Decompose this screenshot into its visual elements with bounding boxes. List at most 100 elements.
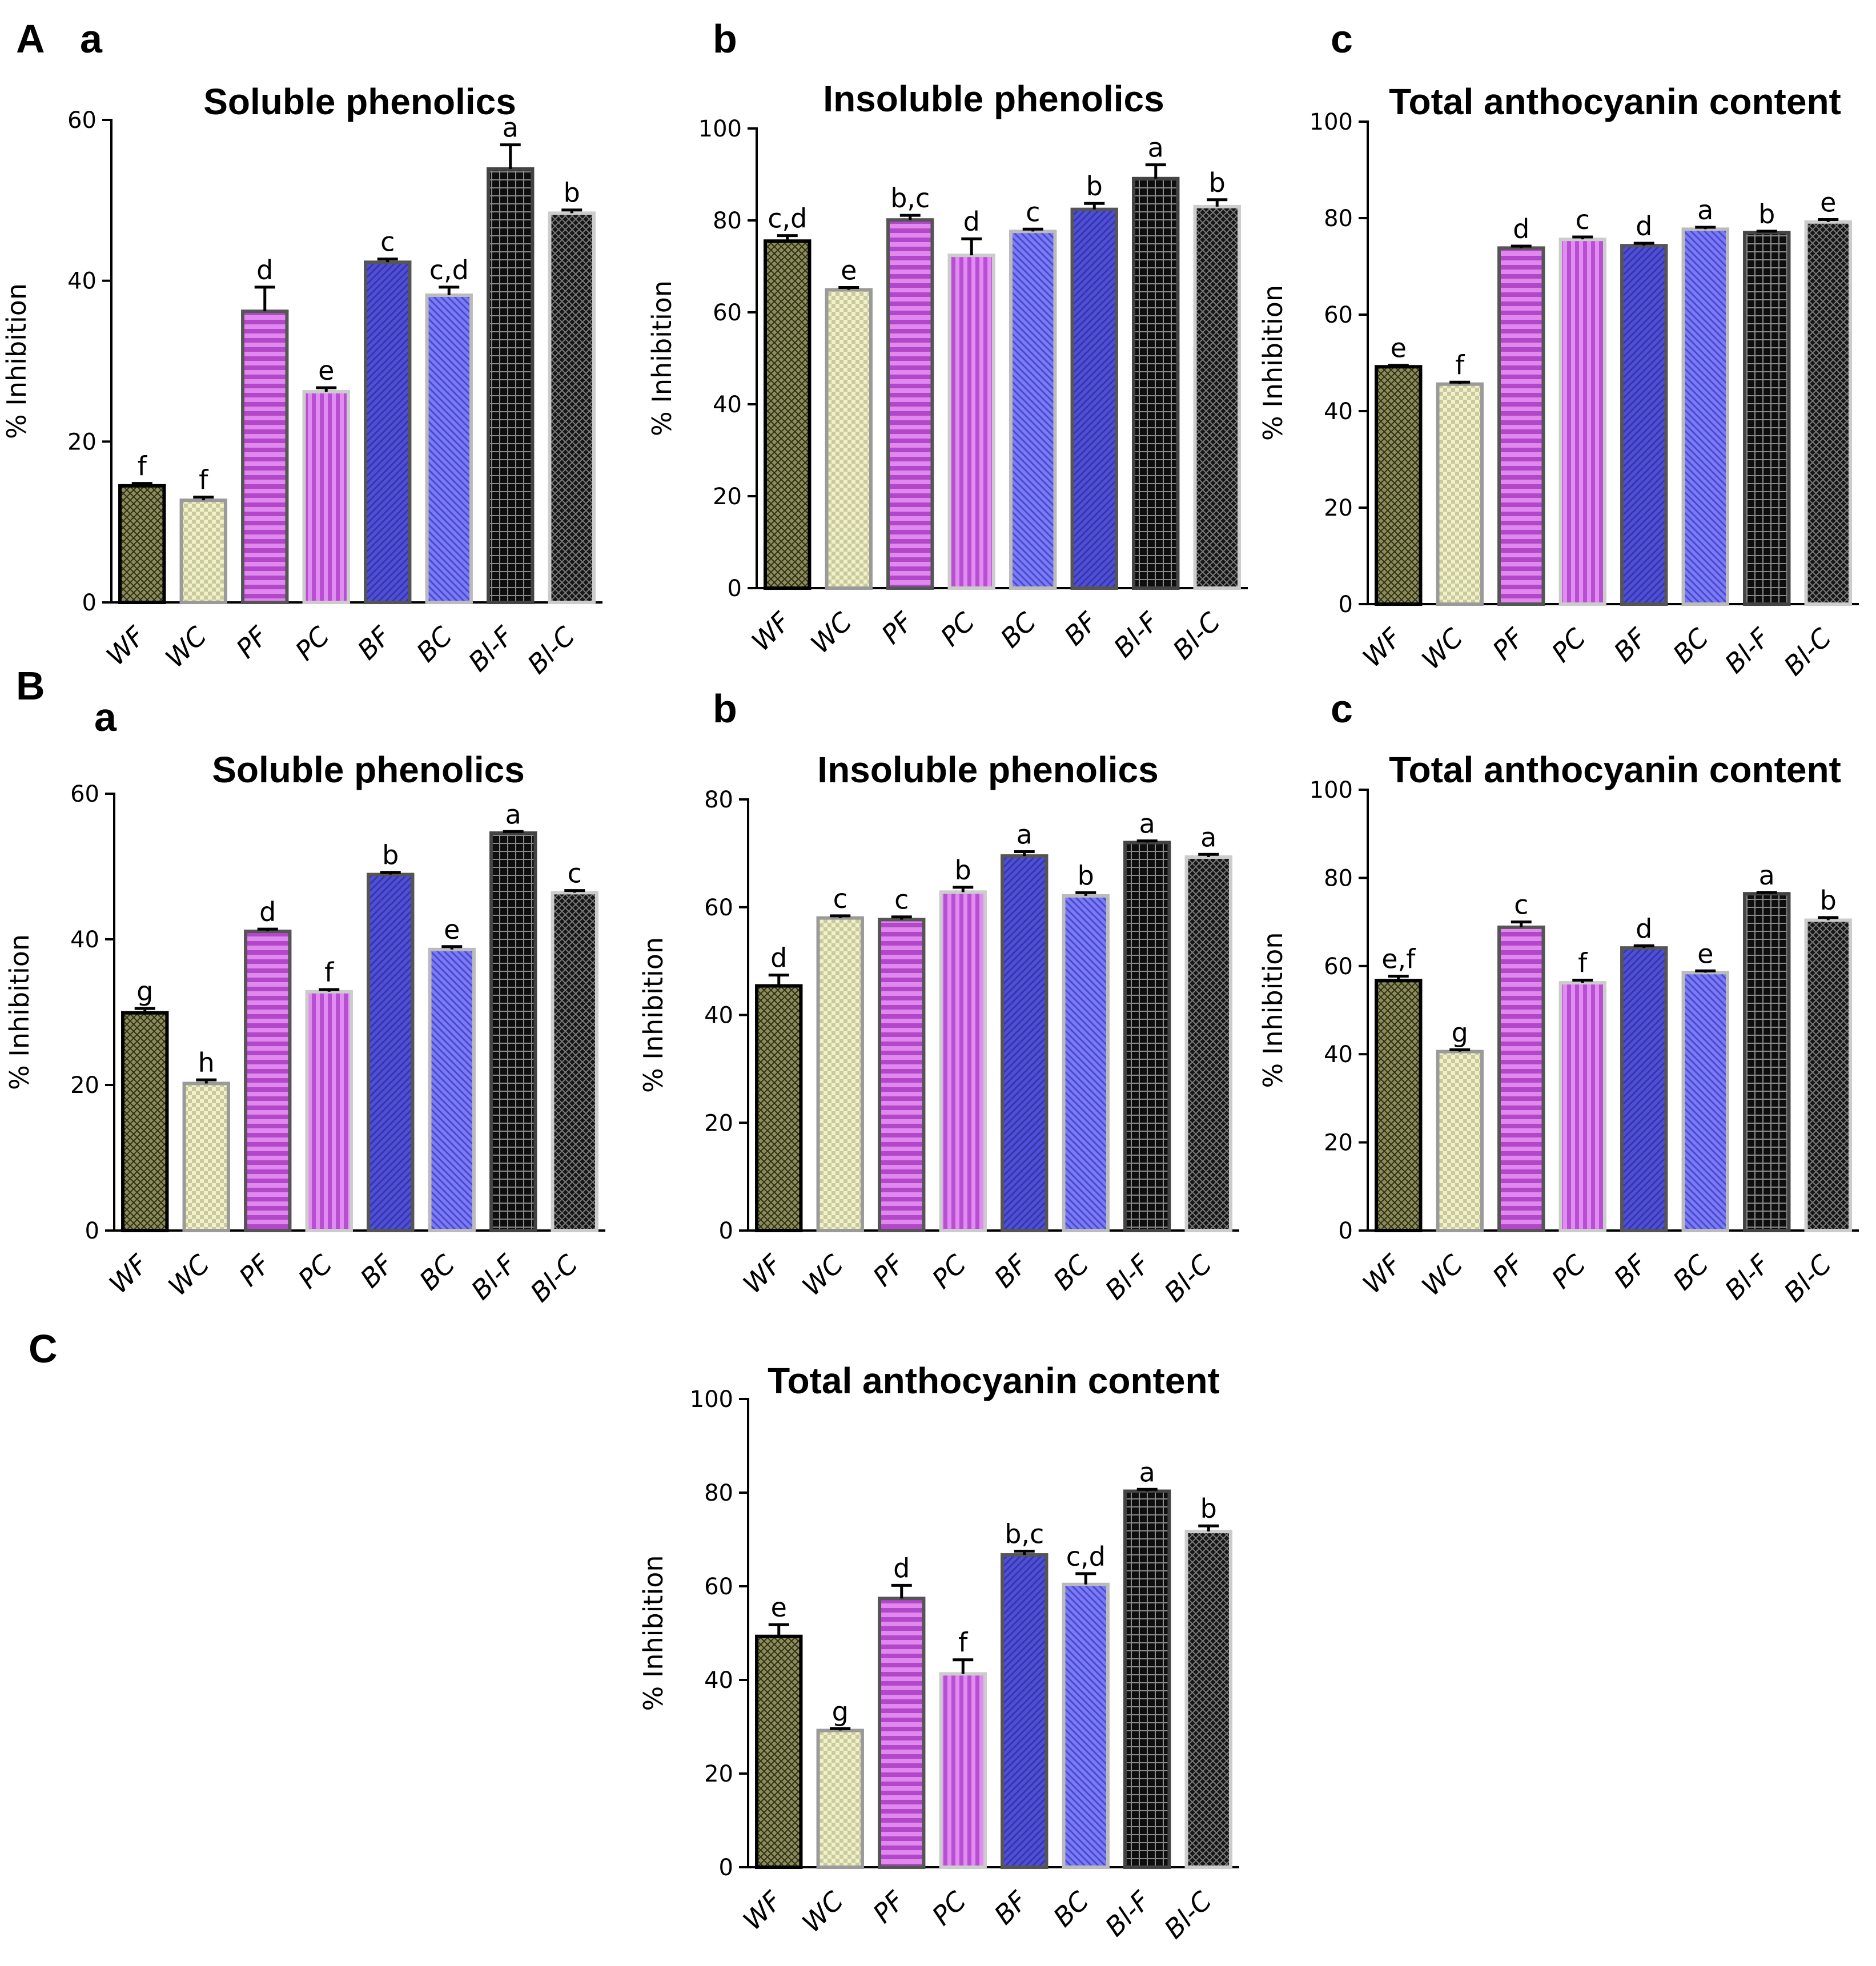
y-tick-label-A-c-60: 60 [1324,302,1353,328]
bar-B-b-Bl-F [1123,841,1171,1232]
bar-A-c-PF [1497,246,1545,606]
category-label-A-c-BF: BF [1608,622,1653,668]
bar-B-a-Bl-F [489,831,537,1232]
bar-A-a-BF [364,260,412,604]
significance-label-B-b-BF: a [1017,819,1033,850]
category-label-B-b-WC: WC [796,1249,849,1302]
error-bar-A-a-WC [193,496,214,501]
bar-B-b-WF [755,984,803,1232]
category-label-C-WF: WF [737,1885,788,1936]
significance-label-A-c-BF: d [1636,211,1652,242]
y-tick-label-B-a-40: 40 [70,927,99,953]
bar-A-b-PF [886,218,934,590]
error-bar-B-c-BC [1695,969,1716,973]
significance-label-B-a-WF: g [136,976,153,1007]
category-label-A-a-BC: BC [411,621,458,668]
significance-label-A-a-BF: c [380,227,395,258]
significance-label-C-BF: b,c [1005,1519,1044,1550]
error-bar-C-Bl-F [1136,1487,1158,1491]
error-bar-C-WC [830,1727,851,1731]
significance-label-A-b-WF: c,d [768,203,807,234]
error-bar-B-a-WC [196,1078,217,1084]
error-bar-B-a-Bl-C [564,889,585,893]
y-tick-label-A-c-20: 20 [1324,495,1353,521]
error-bar-A-b-BC [1022,227,1043,232]
category-label-B-a-BF: BF [354,1248,400,1294]
category-label-A-b-Bl-F: Bl-F [1108,606,1165,663]
category-label-C-PF: PF [867,1885,911,1929]
significance-label-B-a-BF: b [382,840,399,871]
bar-B-b-WC [816,916,864,1232]
category-label-B-c-Bl-C: Bl-C [1778,1249,1837,1308]
y-tick-label-A-b-60: 60 [713,300,742,326]
significance-label-C-Bl-F: a [1139,1457,1155,1487]
section-label-A: A [16,17,45,61]
bar-C-PF [878,1597,926,1869]
significance-label-C-WC: g [832,1696,849,1727]
chart-title-B-b: Insoluble phenolics [817,749,1158,790]
section-label-C: C [29,1326,58,1371]
bar-B-b-BF [1001,854,1049,1232]
y-tick-label-C-100: 100 [690,1386,733,1413]
chart-panel-B-b: b Insoluble phenolics % Inhibition 0 20 40 60 8… [638,686,1239,1308]
y-tick-label-A-a-40: 40 [67,268,97,295]
y-tick-label-A-a-20: 20 [67,429,97,455]
error-bar-B-c-Bl-F [1756,891,1777,894]
error-bar-B-b-Bl-C [1198,853,1219,857]
chart-panel-C: Total anthocyanin content % Inhibition 0 20… [638,1360,1239,1945]
y-tick-label-A-c-40: 40 [1324,399,1353,425]
significance-label-B-b-Bl-F: a [1139,809,1155,839]
y-tick-label-A-c-80: 80 [1324,206,1353,232]
chart-title-A-b: Insoluble phenolics [823,78,1164,119]
significance-label-B-a-Bl-C: c [568,858,582,889]
error-bar-A-a-PF [254,286,275,312]
bar-B-c-PF [1497,925,1545,1232]
significance-label-B-c-Bl-F: a [1759,860,1775,891]
bar-A-a-PF [241,309,289,605]
error-bar-A-c-PC [1572,235,1593,240]
significance-label-A-a-WF: f [138,451,148,482]
category-label-B-b-PC: PC [926,1249,973,1295]
error-bar-A-b-WC [838,286,859,290]
panel-label-A-c: c [1331,17,1353,61]
category-label-C-WC: WC [796,1885,849,1939]
error-bar-B-a-PC [319,988,340,992]
y-tick-label-B-c-40: 40 [1324,1042,1353,1068]
error-bar-C-PF [891,1583,912,1599]
category-label-C-BF: BF [988,1885,1034,1931]
category-label-A-c-PF: PF [1487,622,1530,666]
significance-label-A-a-PC: e [318,355,334,386]
significance-label-C-WF: e [771,1592,787,1623]
error-bar-B-c-BF [1633,944,1654,948]
significance-label-A-b-Bl-C: b [1209,167,1226,198]
significance-label-A-b-BC: c [1026,196,1040,227]
significance-label-B-c-BF: d [1636,913,1652,944]
error-bar-A-c-WC [1449,380,1471,384]
panel-label-B-a: a [94,695,117,739]
significance-label-C-Bl-C: b [1200,1493,1217,1524]
error-bar-A-b-BF [1084,202,1105,210]
significance-label-A-a-Bl-F: a [503,112,519,143]
category-label-A-c-Bl-F: Bl-F [1719,622,1776,679]
category-label-B-a-PC: PC [292,1249,339,1295]
bar-C-BC [1062,1582,1110,1869]
bar-A-c-BC [1681,227,1729,606]
error-bar-A-c-Bl-C [1818,218,1839,222]
category-label-A-a-BF: BF [351,620,397,666]
bar-C-PC [939,1672,987,1869]
error-bar-B-a-PF [257,927,278,931]
significance-label-B-b-WF: d [770,943,787,974]
section-label-B: B [16,664,45,708]
category-label-B-a-PF: PF [233,1248,277,1292]
bar-B-c-WF [1375,979,1423,1232]
significance-label-A-c-PC: c [1576,204,1590,235]
category-label-A-b-PC: PC [935,606,981,653]
significance-label-B-c-BC: e [1697,938,1713,969]
y-tick-label-B-a-0: 0 [85,1218,99,1244]
error-bar-B-b-WF [768,974,789,986]
bar-A-c-WC [1436,382,1484,606]
bar-B-c-Bl-F [1743,892,1791,1232]
y-tick-label-B-b-40: 40 [704,1003,733,1029]
